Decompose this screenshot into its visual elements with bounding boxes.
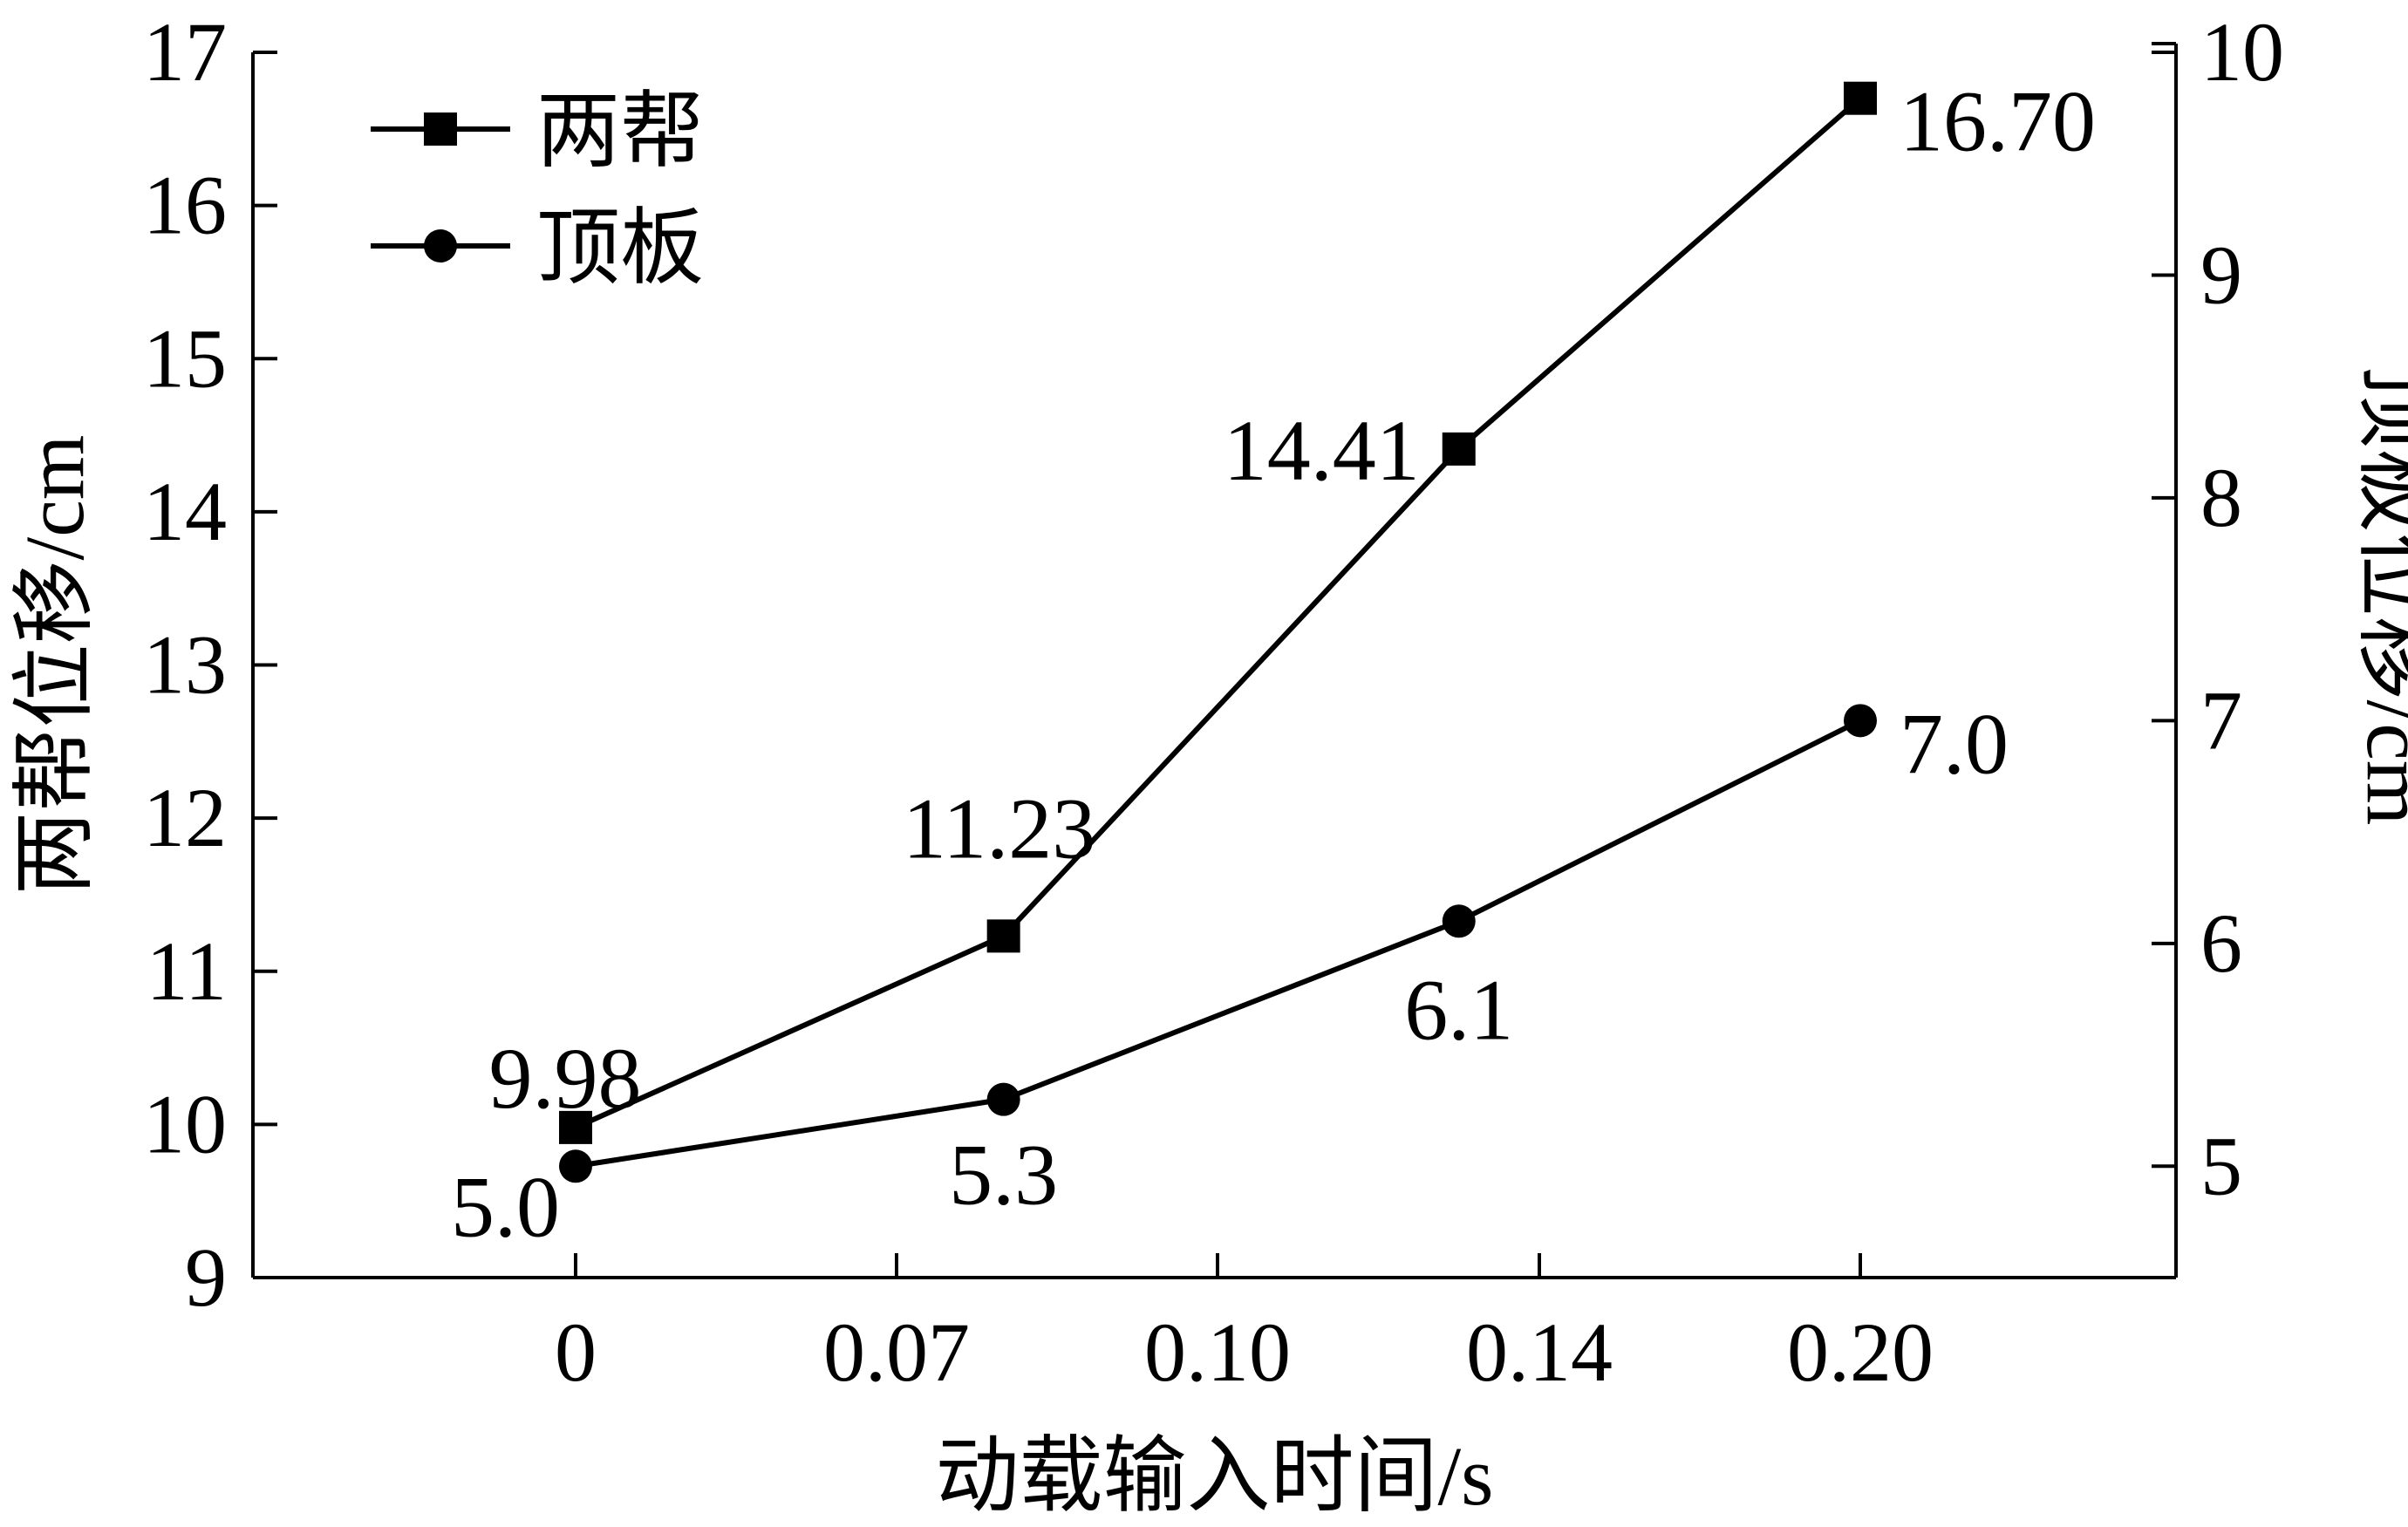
x-axis-title: 动载输入时间/s bbox=[935, 1429, 1493, 1523]
legend-label: 顶板 bbox=[536, 201, 704, 295]
data-point-square bbox=[559, 1110, 592, 1144]
data-label: 16.70 bbox=[1900, 73, 2096, 170]
data-point-circle bbox=[1442, 904, 1476, 938]
data-label: 9.98 bbox=[489, 1030, 642, 1127]
x-tick-label: 0.07 bbox=[823, 1305, 970, 1399]
x-tick-label: 0 bbox=[555, 1305, 597, 1399]
right-y-tick-label: 9 bbox=[2200, 228, 2242, 321]
left-y-tick-label: 9 bbox=[185, 1230, 227, 1324]
left-y-tick-label: 17 bbox=[143, 5, 227, 99]
data-label: 6.1 bbox=[1404, 961, 1513, 1058]
data-label: 5.3 bbox=[949, 1127, 1058, 1224]
x-tick-label: 0.20 bbox=[1787, 1305, 1934, 1399]
legend-marker-circle bbox=[424, 229, 457, 262]
data-label: 7.0 bbox=[1900, 695, 2009, 792]
series-line-dingban bbox=[575, 718, 1862, 1169]
series-line-liangbang bbox=[574, 96, 1862, 1130]
data-label: 14.41 bbox=[1224, 402, 1420, 499]
right-y-tick-label: 7 bbox=[2200, 673, 2242, 767]
left-y-tick-label: 15 bbox=[143, 311, 227, 405]
left-y-tick-label: 12 bbox=[143, 771, 227, 864]
legend-label: 两帮 bbox=[536, 85, 704, 178]
right-y-tick-label: 6 bbox=[2200, 896, 2242, 990]
data-point-circle bbox=[1844, 704, 1877, 738]
data-point-square bbox=[1442, 432, 1476, 466]
right-y-axis-title: 顶板位移/cm bbox=[2350, 365, 2408, 826]
legend-marker-square bbox=[424, 112, 457, 146]
data-point-circle bbox=[559, 1149, 592, 1183]
left-y-tick-label: 11 bbox=[147, 924, 227, 1018]
data-point-circle bbox=[986, 1082, 1020, 1116]
x-tick-label: 0.14 bbox=[1466, 1305, 1613, 1399]
right-y-tick-label: 10 bbox=[2200, 5, 2284, 99]
left-y-tick-label: 10 bbox=[143, 1077, 227, 1170]
data-label: 11.23 bbox=[903, 780, 1095, 876]
left-y-tick-label: 16 bbox=[143, 159, 227, 252]
data-point-square bbox=[986, 919, 1020, 953]
left-y-tick-label: 14 bbox=[143, 465, 227, 558]
x-tick-label: 0.10 bbox=[1144, 1305, 1291, 1399]
data-point-square bbox=[1844, 81, 1877, 115]
left-y-tick-label: 13 bbox=[143, 618, 227, 712]
data-label: 5.0 bbox=[451, 1158, 560, 1255]
left-y-axis-title: 两帮位移/cm bbox=[8, 435, 101, 896]
right-y-tick-label: 5 bbox=[2200, 1119, 2242, 1212]
right-y-tick-label: 8 bbox=[2200, 451, 2242, 544]
